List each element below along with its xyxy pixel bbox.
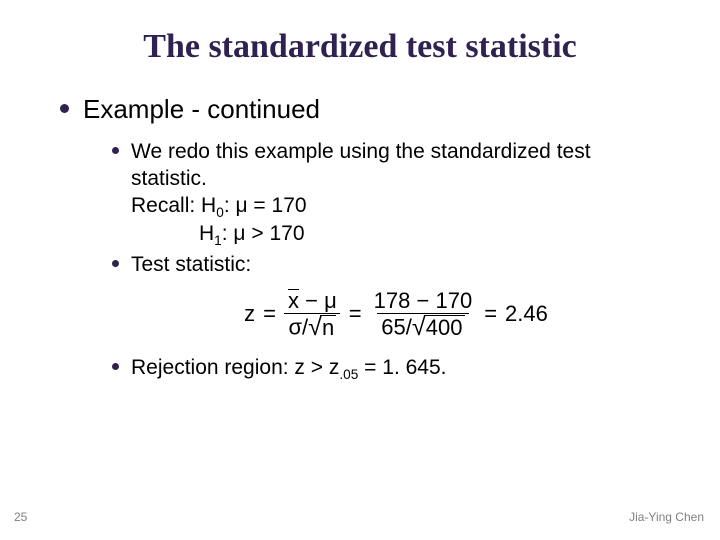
bullet-icon — [60, 104, 69, 113]
level2-text: We redo this example using the standardi… — [131, 139, 591, 250]
radicand: n — [320, 315, 336, 339]
num-178: 178 — [374, 288, 411, 313]
h0-sub: 0 — [216, 205, 224, 220]
h0-h: H — [201, 194, 216, 217]
radicand: 400 — [424, 315, 465, 339]
level2-group: We redo this example using the standardi… — [112, 139, 680, 384]
level2-item: We redo this example using the standardi… — [112, 139, 680, 250]
fraction-2: 178 − 170 65/√400 — [370, 289, 477, 339]
sqrt: √400 — [412, 315, 465, 339]
equals-icon: = — [484, 301, 497, 327]
footer-author: Jia-Ying Chen — [629, 510, 704, 524]
bullet-icon — [112, 147, 119, 154]
equals-icon: = — [349, 301, 362, 327]
rejection-suffix: = 1. 645. — [358, 356, 446, 379]
z-formula: z = x − μ σ/√n = 178 − — [244, 289, 548, 339]
minus-icon: − — [305, 288, 318, 313]
denominator: σ/√n — [284, 313, 340, 339]
h1-line: H1: μ > 170 — [199, 221, 591, 250]
h1-rest: : μ > 170 — [222, 222, 305, 245]
numerator: 178 − 170 — [370, 289, 477, 313]
num-170: 170 — [435, 288, 472, 313]
numerator: x − μ — [284, 289, 341, 313]
page-number: 25 — [14, 510, 27, 524]
intro-line1: We redo this example using the standardi… — [131, 140, 591, 163]
test-statistic-label: Test statistic: — [131, 252, 251, 279]
xbar: x — [288, 289, 299, 312]
slide-title: The standardized test statistic — [40, 28, 680, 66]
level1-text: Example - continued — [83, 94, 320, 125]
denominator: 65/√400 — [377, 313, 468, 339]
equals-icon: = — [263, 301, 276, 327]
formula-row: z = x − μ σ/√n = 178 − — [112, 289, 680, 339]
alpha-sub: .05 — [339, 367, 358, 382]
recall-label: Recall: — [131, 194, 195, 217]
slide: The standardized test statistic Example … — [0, 0, 720, 540]
bullet-icon — [112, 363, 119, 370]
level1-item: Example - continued — [60, 94, 680, 125]
h1-h: H — [199, 222, 214, 245]
h1-sub: 1 — [214, 234, 222, 249]
minus-icon: − — [416, 288, 429, 313]
sigma: σ — [288, 315, 302, 340]
sqrt: √n — [308, 315, 336, 339]
mu: μ — [324, 288, 337, 313]
rejection-region: Rejection region: z > z.05 = 1. 645. — [131, 355, 446, 384]
bullet-icon — [112, 260, 119, 267]
level2-item: Rejection region: z > z.05 = 1. 645. — [112, 355, 680, 384]
intro-line2: statistic. — [131, 167, 207, 190]
rejection-prefix: Rejection region: z > z — [131, 356, 339, 379]
num-65: 65 — [381, 315, 405, 340]
level2-item: Test statistic: — [112, 252, 680, 279]
h0-rest: : μ = 170 — [224, 194, 307, 217]
z-var: z — [244, 301, 255, 327]
fraction-1: x − μ σ/√n — [284, 289, 341, 339]
z-result: 2.46 — [505, 301, 548, 327]
